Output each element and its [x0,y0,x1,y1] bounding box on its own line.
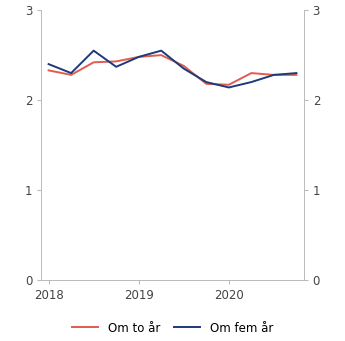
Om to år [272,73,276,77]
Om fem år [182,66,186,71]
Om to år [137,55,141,59]
Om to år [91,60,96,64]
Om to år [204,82,208,86]
Om fem år [47,62,51,66]
Om fem år [272,73,276,77]
Legend: Om to år, Om fem år: Om to år, Om fem år [72,322,273,335]
Om fem år [69,71,73,75]
Om to år [114,59,118,63]
Om fem år [114,65,118,69]
Om fem år [227,85,231,89]
Om fem år [249,80,254,84]
Om to år [249,71,254,75]
Om to år [227,83,231,87]
Om fem år [204,80,208,84]
Om fem år [294,71,298,75]
Om to år [69,73,73,77]
Om fem år [91,49,96,53]
Om fem år [137,55,141,59]
Om fem år [159,49,163,53]
Om to år [159,53,163,57]
Line: Om fem år: Om fem år [49,51,296,87]
Line: Om to år: Om to år [49,55,296,85]
Om to år [47,68,51,72]
Om to år [182,64,186,68]
Om to år [294,73,298,77]
